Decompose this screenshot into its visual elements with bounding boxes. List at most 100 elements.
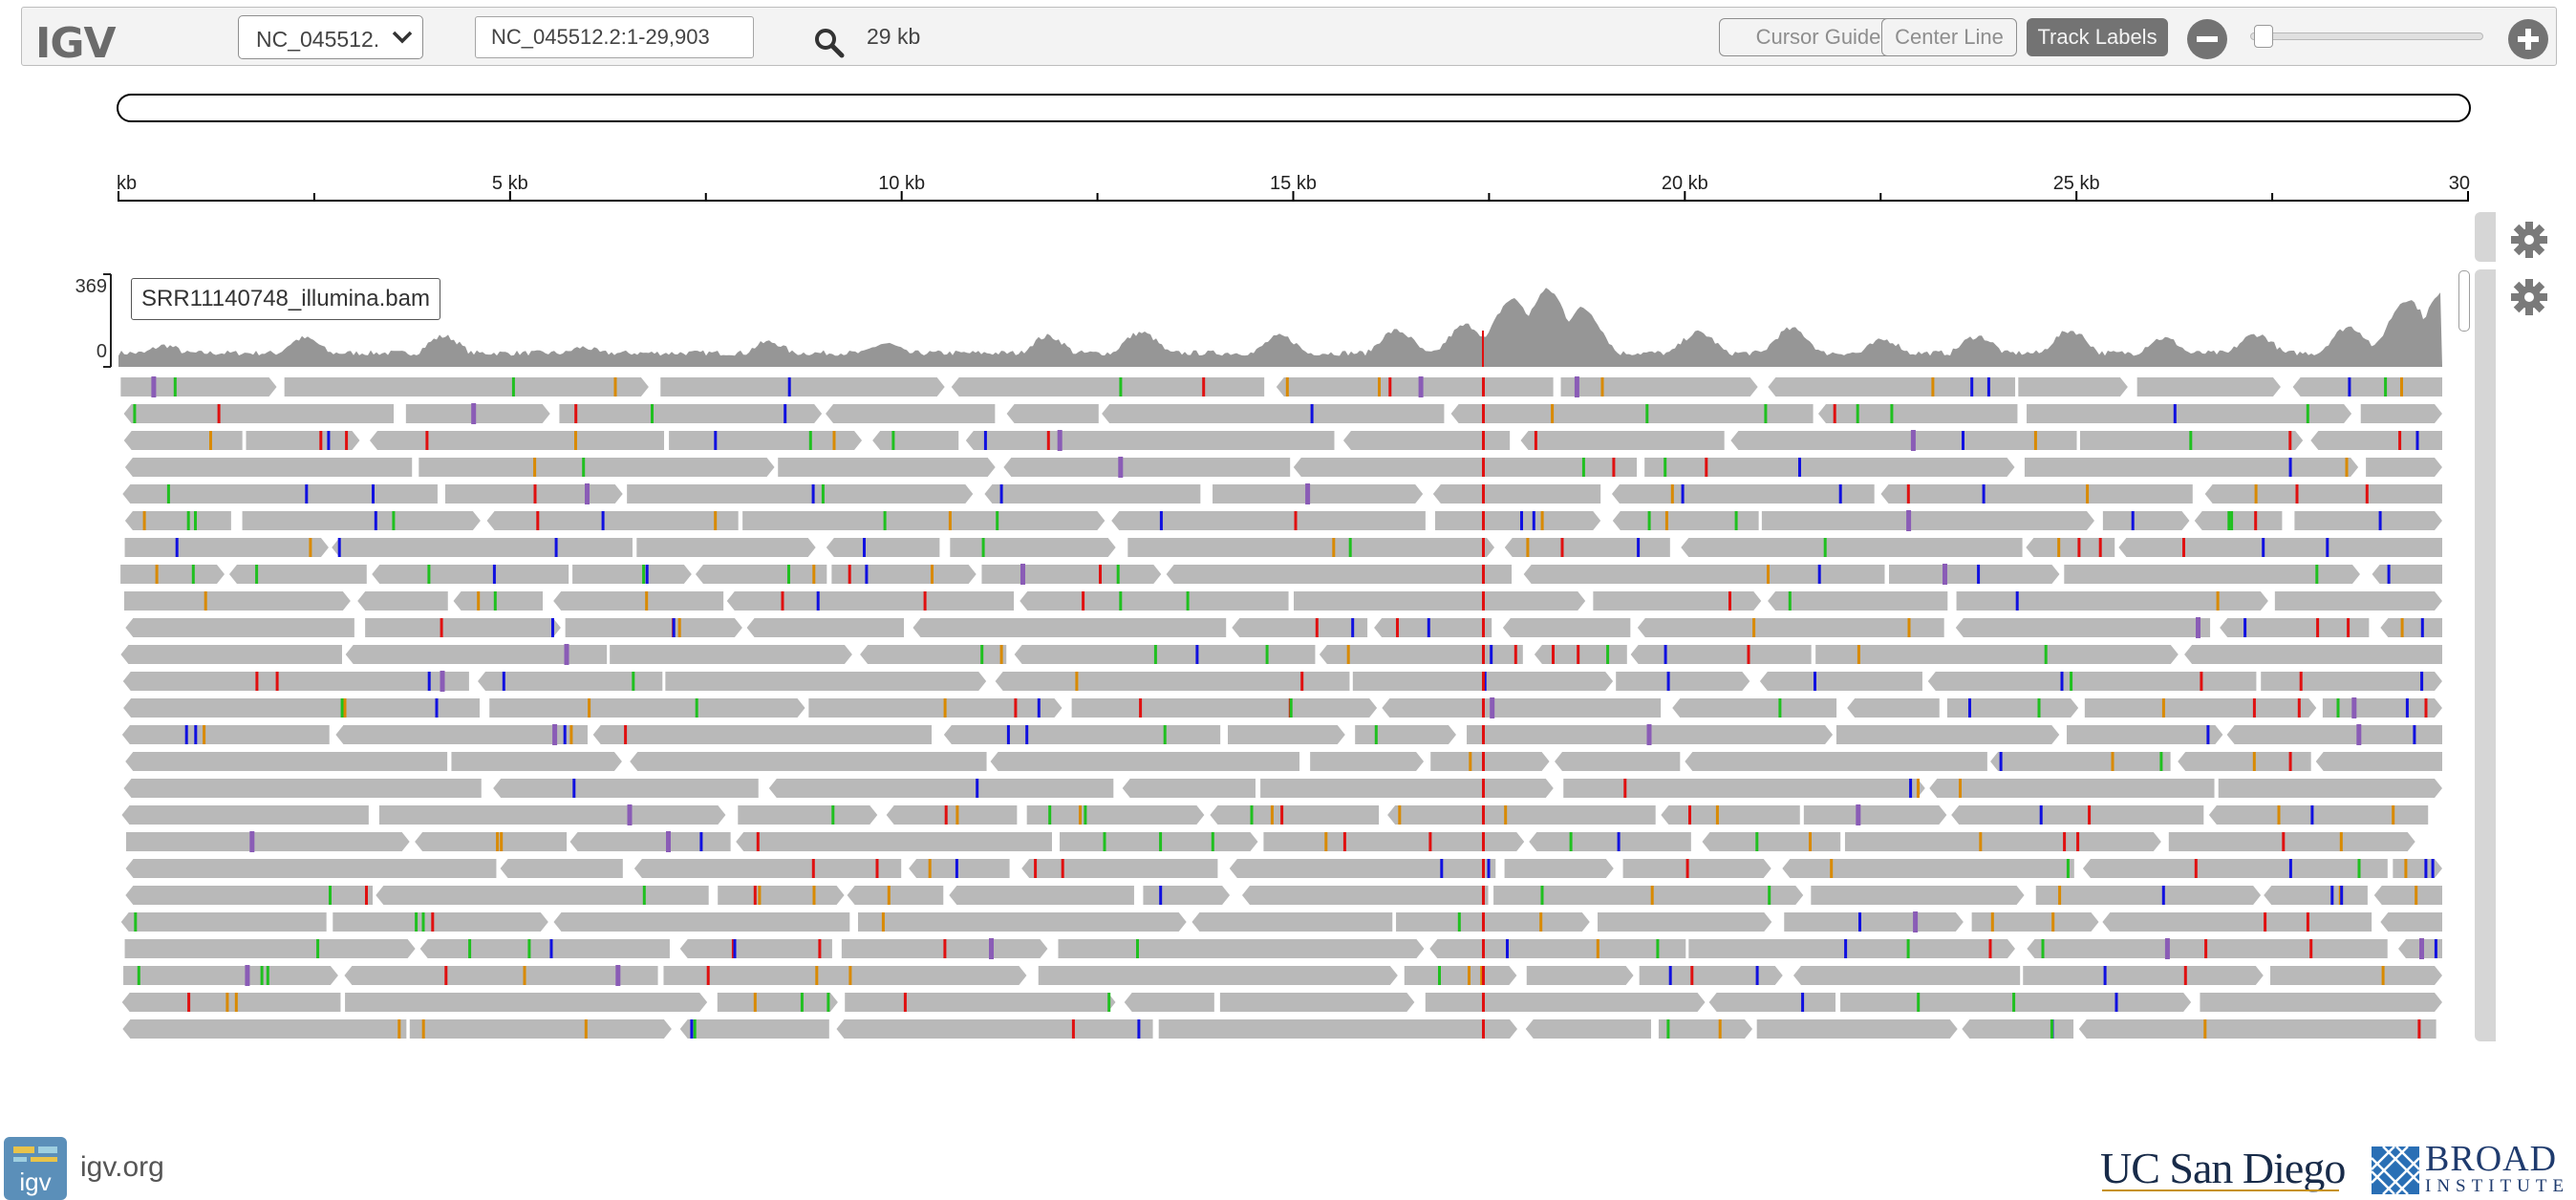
mismatch-base [1999, 752, 2003, 771]
aligned-read [369, 431, 665, 450]
ruler-scrollbar[interactable] [2475, 212, 2496, 262]
track-scroll-handle[interactable] [2458, 270, 2470, 332]
mismatch-base [536, 511, 540, 530]
mismatch-base [1755, 832, 1759, 851]
mismatch-base [1099, 565, 1102, 584]
mismatch-base [2357, 859, 2361, 878]
mismatch-base [1560, 538, 1564, 557]
mismatch-base [1506, 939, 1509, 958]
aligned-read [1293, 458, 1638, 477]
mismatch-base [1136, 939, 1139, 958]
aligned-read [1127, 538, 1495, 557]
variant-mismatch [1482, 966, 1485, 985]
aligned-read [1355, 725, 1456, 744]
mismatch-base [1540, 886, 1544, 905]
mismatch-base [1427, 618, 1430, 637]
mismatch-base [392, 511, 396, 530]
aligned-read [2018, 377, 2128, 396]
aligned-read [1554, 752, 1681, 771]
aligned-read [1929, 779, 2215, 798]
mismatch-base [2227, 511, 2231, 530]
zoom-out-icon[interactable] [2185, 17, 2229, 61]
chromosome-ideogram[interactable] [117, 94, 2471, 122]
zoom-slider[interactable] [2250, 32, 2483, 40]
mismatch-base [275, 672, 279, 691]
aligned-read [2264, 886, 2368, 905]
ucsd-logo: UC San Diego [2100, 1144, 2346, 1192]
mismatch-base [1520, 511, 1523, 530]
mismatch-base [2039, 805, 2043, 825]
mismatch-base [397, 1019, 401, 1039]
track-name-label[interactable]: SRR11140748_illumina.bam [131, 278, 440, 320]
mismatch-base [511, 377, 515, 396]
mismatch-base [2299, 672, 2303, 691]
mismatch-base [1332, 538, 1336, 557]
aligned-read [1955, 618, 2211, 637]
mismatch-base [563, 725, 567, 744]
mismatch-base [2086, 484, 2090, 504]
aligned-read [419, 939, 670, 958]
track-settings-gear-icon[interactable] [2509, 277, 2549, 317]
aligned-read [768, 779, 1114, 798]
aligned-read [1644, 458, 2015, 477]
aligned-read [2078, 1019, 2436, 1039]
mismatch-base [1814, 672, 1816, 691]
mismatch-base [1526, 538, 1530, 557]
mismatch-base [2310, 805, 2314, 825]
aligned-read [1672, 698, 1837, 718]
chromosome-select[interactable]: NC_045512. [238, 15, 423, 59]
track-labels-button[interactable]: Track Labels [2027, 18, 2168, 56]
mismatch-base [1202, 377, 1206, 396]
center-line-button[interactable]: Center Line [1881, 18, 2017, 56]
mismatch-base [2330, 886, 2334, 905]
aligned-read [1768, 591, 1948, 611]
aligned-read [1502, 618, 1631, 637]
mismatch-base [1438, 966, 1441, 985]
aligned-read [1835, 725, 2060, 744]
zoom-slider-handle[interactable] [2254, 25, 2273, 48]
aligned-read [2315, 752, 2442, 771]
aligned-read [1593, 591, 1762, 611]
locus-search-input[interactable] [475, 16, 754, 58]
mismatch-base [2243, 618, 2247, 637]
mismatch-base [2254, 511, 2258, 530]
mismatch-base [1606, 645, 1610, 664]
mismatch-base [477, 591, 481, 611]
ruler-settings-gear-icon[interactable] [2509, 220, 2549, 260]
mismatch-base [1990, 912, 1994, 932]
mismatch-base [435, 698, 439, 718]
igv-icon[interactable]: igv [4, 1137, 67, 1200]
aligned-read [1847, 698, 1940, 718]
alignment-reads[interactable] [120, 376, 2442, 1039]
mismatch-base [923, 591, 927, 611]
aligned-read [2294, 511, 2442, 530]
aligned-read [2274, 591, 2442, 611]
aligned-read [1971, 912, 2099, 932]
search-icon[interactable] [813, 27, 846, 59]
aligned-read [1342, 431, 1511, 450]
mismatch-base [2384, 377, 2388, 396]
mismatch-base [421, 912, 425, 932]
aligned-read [409, 1019, 672, 1039]
mismatch-base [574, 431, 577, 450]
mismatch-base [1159, 511, 1163, 530]
igv-org-link[interactable]: igv.org [80, 1151, 164, 1183]
mismatch-base [319, 431, 323, 450]
zoom-in-icon[interactable] [2506, 17, 2550, 61]
mismatch-base [2339, 832, 2343, 851]
mismatch-base [1071, 1019, 1075, 1039]
mismatch-base [672, 618, 676, 637]
aligned-read [2026, 538, 2115, 557]
mismatch-base [134, 912, 138, 932]
variant-mismatch [1482, 698, 1485, 718]
insertion-marker [1906, 510, 1912, 531]
mismatch-base [142, 511, 146, 530]
coverage-area [118, 288, 2442, 367]
aligned-read [1534, 645, 1627, 664]
aligned-read [123, 779, 482, 798]
mismatch-base [1075, 672, 1079, 691]
aligned-read [1803, 805, 1947, 825]
mismatch-base [1483, 672, 1487, 691]
track-scrollbar[interactable] [2475, 269, 2496, 1041]
